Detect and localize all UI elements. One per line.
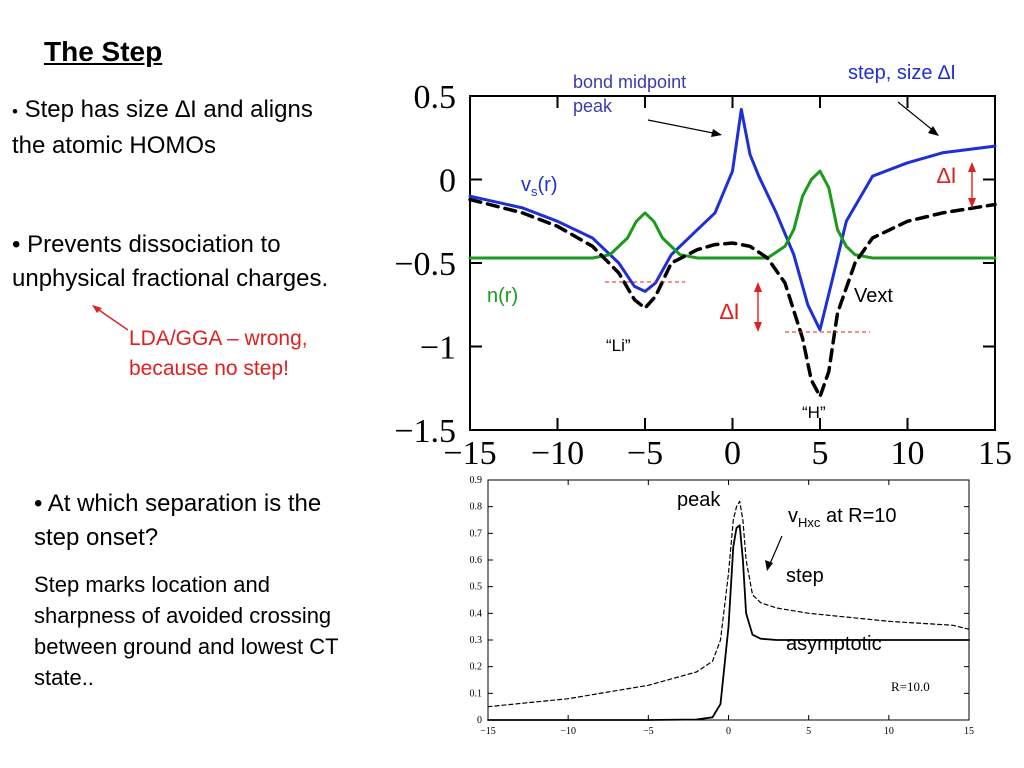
- h-label: “H”: [802, 403, 826, 422]
- x-tick-label: −10: [560, 726, 576, 737]
- delta-arrow-mid: [754, 282, 762, 332]
- bullet1-a: Step has size: [24, 96, 176, 123]
- x-tick-label: −15: [480, 726, 496, 737]
- bond-midpoint-label: bond midpoint peak: [573, 70, 686, 118]
- para-c: between ground and lowest CT: [34, 634, 339, 659]
- peak-label: peak: [677, 489, 721, 511]
- series-dashed: [487, 500, 970, 708]
- note-a: LDA/GGA – wrong,: [129, 327, 308, 350]
- para-d: state..: [34, 665, 94, 690]
- y-tick-label: 0.2: [470, 662, 483, 673]
- series-solid: [487, 524, 970, 721]
- vs-r: (r): [537, 174, 558, 196]
- note-arrow: [92, 305, 129, 331]
- lda-note: LDA/GGA – wrong, because no step!: [129, 324, 308, 384]
- step-label: step: [786, 565, 824, 587]
- step-size-arrow: [897, 101, 939, 136]
- para-b: sharpness of avoided crossing: [34, 603, 332, 628]
- x-tick-label: 10: [891, 435, 925, 472]
- delta-i-mid: ∆I: [720, 299, 740, 324]
- bullet3-a: At which separation is the: [47, 490, 322, 517]
- y-tick-label: −0.5: [394, 246, 456, 283]
- vhxc-rest: at R=10: [820, 505, 897, 527]
- delta-i-right: ∆I: [937, 163, 957, 188]
- vhxc-v: v: [788, 505, 798, 527]
- x-tick-label: −5: [627, 435, 663, 472]
- y-tick-label: 0: [477, 715, 482, 726]
- y-tick-label: 0.4: [470, 608, 483, 619]
- bottom-chart: −15 −10 −5 0 5 10 15 0 0.1 0.2 0.3 0.4 0.5 0.6 0.7 0.8 0…: [470, 475, 975, 737]
- bullet2-a: Prevents dissociation to: [27, 231, 281, 258]
- r-value-label: R=10.0: [891, 679, 930, 694]
- top-plot-frame: [469, 95, 996, 431]
- li-label: “Li”: [606, 336, 631, 355]
- vs-v: v: [521, 174, 531, 196]
- vs-sub: s: [531, 184, 538, 199]
- series-vext: [468, 197, 997, 399]
- x-tick-label: −15: [443, 435, 496, 472]
- series-vs-r-: [468, 107, 997, 332]
- n-label: n(r): [487, 285, 519, 307]
- step-paragraph: Step marks location and sharpness of avo…: [34, 569, 414, 693]
- y-tick-label: 0.7: [470, 528, 483, 539]
- vext-label: Vext: [854, 285, 893, 307]
- top-chart: −15 −10 −5 0 5 10 15 0.5 0 −0.5 −1 −1.5: [394, 79, 1012, 472]
- slide-title: The Step: [44, 36, 163, 67]
- x-tick-label: 5: [812, 435, 829, 472]
- bullet1-b: I and aligns: [190, 96, 313, 123]
- x-tick-label: 5: [806, 726, 811, 737]
- bond-midpoint-text: bond midpoint: [573, 72, 687, 92]
- x-tick-label: 0: [724, 435, 741, 472]
- bullet1-c: the atomic HOMOs: [12, 132, 217, 159]
- note-b: because no step!: [129, 357, 289, 380]
- y-tick-label: 0.5: [470, 582, 483, 593]
- y-tick-label: 0.9: [470, 475, 483, 486]
- bond-midpoint-arrow: [647, 119, 722, 137]
- y-tick-label: −1: [420, 330, 456, 367]
- x-tick-label: 0: [726, 726, 731, 737]
- y-tick-label: 0.6: [470, 555, 483, 566]
- y-tick-label: 0.1: [470, 688, 483, 699]
- bond-peak-text: peak: [573, 96, 613, 116]
- y-tick-label: 0.3: [470, 635, 483, 646]
- delta-glyph: ∆: [175, 96, 191, 123]
- y-tick-label: 0: [439, 163, 456, 200]
- vs-label: vs(r): [521, 174, 557, 199]
- bullet-onset: • At which separation is the step onset?: [34, 490, 322, 551]
- step-size-label: step, size ∆I: [848, 62, 956, 84]
- y-tick-label: 0.5: [414, 79, 457, 116]
- bullet3-b: step onset?: [34, 524, 159, 551]
- bullet2-b: unphysical fractional charges.: [12, 265, 329, 292]
- x-tick-label: 10: [884, 726, 894, 737]
- bullet-step-size: • Step has size ∆I and aligns the atomic…: [12, 96, 313, 159]
- delta-arrow-right: [968, 162, 976, 208]
- x-tick-label: −5: [643, 726, 654, 737]
- x-tick-label: 15: [978, 435, 1012, 472]
- bullet-prevents: • Prevents dissociation to unphysical fr…: [12, 231, 329, 292]
- step-arrow: [765, 535, 783, 571]
- x-tick-label: 15: [964, 726, 974, 737]
- asymptotic-label: asymptotic: [786, 633, 882, 655]
- y-tick-label: 0.8: [470, 502, 483, 513]
- y-tick-label: −1.5: [394, 413, 456, 450]
- x-tick-label: −10: [531, 435, 584, 472]
- vhxc-label: vHxc at R=10: [788, 505, 897, 530]
- vhxc-sub: Hxc: [798, 515, 821, 530]
- para-a: Step marks location and: [34, 572, 271, 597]
